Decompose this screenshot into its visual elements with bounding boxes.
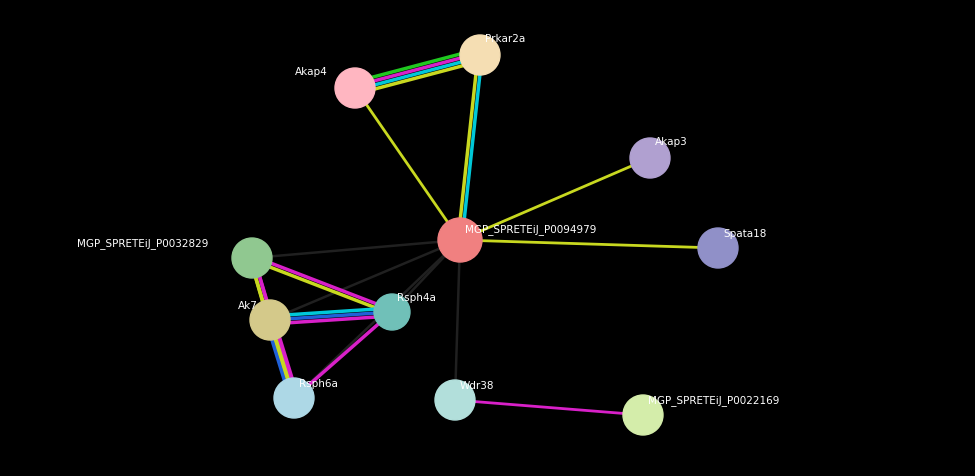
- Circle shape: [623, 395, 663, 435]
- Circle shape: [435, 380, 475, 420]
- Text: Wdr38: Wdr38: [460, 381, 494, 391]
- Text: MGP_SPRETEiJ_P0022169: MGP_SPRETEiJ_P0022169: [648, 396, 779, 407]
- Circle shape: [438, 218, 482, 262]
- Circle shape: [232, 238, 272, 278]
- Circle shape: [630, 138, 670, 178]
- Text: Ak7: Ak7: [238, 301, 257, 311]
- Text: Prkar2a: Prkar2a: [485, 34, 526, 44]
- Text: Rsph6a: Rsph6a: [299, 379, 338, 389]
- Circle shape: [250, 300, 290, 340]
- Circle shape: [460, 35, 500, 75]
- Text: Rsph4a: Rsph4a: [397, 293, 436, 303]
- Text: Akap3: Akap3: [655, 137, 687, 147]
- Text: MGP_SPRETEiJ_P0094979: MGP_SPRETEiJ_P0094979: [465, 225, 597, 236]
- Text: Akap4: Akap4: [295, 67, 328, 77]
- Circle shape: [335, 68, 375, 108]
- Text: Spata18: Spata18: [723, 229, 766, 239]
- Text: MGP_SPRETEiJ_P0032829: MGP_SPRETEiJ_P0032829: [77, 238, 209, 249]
- Circle shape: [698, 228, 738, 268]
- Circle shape: [374, 294, 410, 330]
- Circle shape: [274, 378, 314, 418]
